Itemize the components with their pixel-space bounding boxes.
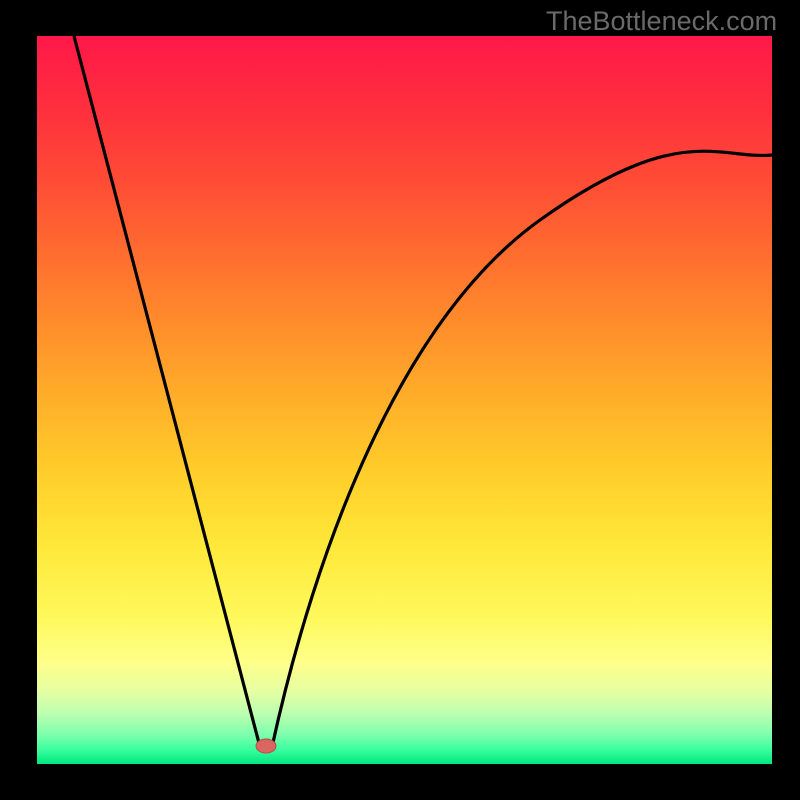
curve-layer [0, 0, 800, 800]
minimum-marker [256, 739, 276, 753]
curve-left-branch [74, 36, 260, 747]
chart-root: TheBottleneck.com [0, 0, 800, 800]
curve-right-branch [272, 151, 772, 747]
